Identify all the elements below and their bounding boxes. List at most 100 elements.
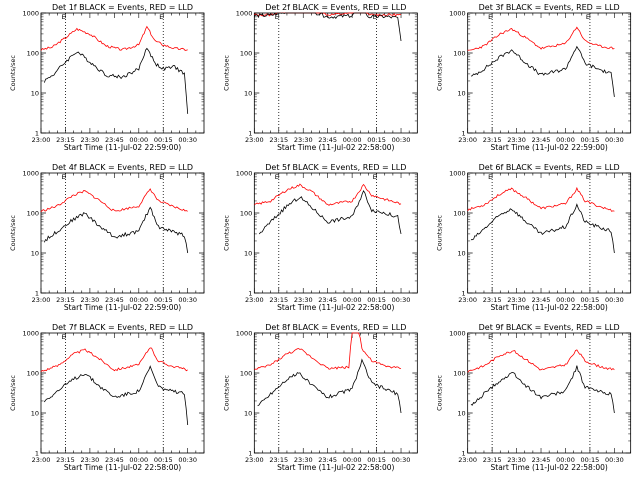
x-tick-label: 00:30 (392, 456, 411, 464)
x-tick-label: 00:30 (605, 456, 624, 464)
x-tick-label: 00:30 (392, 296, 411, 304)
y-tick-label: 10 (457, 250, 465, 258)
x-axis-label: Start Time (11-Jul-02 22:59:00) (64, 303, 181, 312)
x-tick-label: 00:15 (367, 456, 386, 464)
y-axis-label: Counts/sec (9, 375, 17, 411)
x-tick-label: 23:00 (245, 136, 264, 144)
x-tick-label: 23:00 (458, 296, 477, 304)
y-axis-label: Counts/sec (436, 375, 444, 411)
y-tick-label: 100 (27, 370, 39, 378)
events-black-series-line (43, 206, 189, 254)
marker-label: E (275, 333, 279, 341)
y-tick-label: 100 (27, 50, 39, 58)
events-black-series-line (257, 358, 402, 414)
y-tick-label: 1000 (449, 330, 466, 338)
x-axis-label: Start Time (11-Jul-02 22:58:00) (277, 463, 394, 472)
events-black-series-line (470, 203, 615, 254)
x-tick-label: 23:00 (32, 456, 51, 464)
x-tick-label: 23:30 (294, 456, 313, 464)
x-tick-label: 23:00 (245, 296, 264, 304)
x-axis-label: Start Time (11-Jul-02 22:58:00) (490, 463, 607, 472)
lld-red-series-line (40, 188, 188, 213)
y-tick-label: 100 (27, 210, 39, 218)
x-tick-label: 00:15 (367, 136, 386, 144)
panel-4: Det 4f BLACK = Events, RED = LLD 1 10 100 10… (9, 163, 205, 312)
y-tick-label: 10 (31, 250, 39, 258)
y-tick-label: 1000 (236, 10, 253, 18)
y-tick-label: 10 (244, 90, 252, 98)
events-black-series-line (470, 45, 615, 97)
panel-title: Det 5f BLACK = Events, RED = LLD (265, 163, 406, 172)
y-tick-label: 1 (462, 450, 466, 458)
x-tick-label: 23:15 (269, 136, 288, 144)
y-tick-label: 1 (35, 130, 39, 138)
x-tick-label: 23:45 (105, 296, 124, 304)
x-tick-label: 23:45 (318, 456, 337, 464)
x-tick-label: 00:00 (556, 296, 575, 304)
y-tick-label: 1000 (22, 330, 39, 338)
panel-title: Det 2f BLACK = Events, RED = LLD (265, 3, 406, 12)
x-tick-label: 00:00 (343, 296, 362, 304)
lld-red-series-line (254, 332, 402, 370)
x-tick-label: 00:00 (556, 136, 575, 144)
x-axis-label: Start Time (11-Jul-02 22:59:00) (64, 143, 181, 152)
x-tick-label: 23:45 (105, 136, 124, 144)
x-tick-label: 23:45 (105, 456, 124, 464)
events-black-series-line (258, 189, 402, 235)
lld-red-series-line (467, 26, 615, 51)
x-tick-label: 00:15 (154, 136, 173, 144)
x-tick-label: 23:30 (294, 136, 313, 144)
x-tick-label: 00:00 (343, 136, 362, 144)
x-tick-label: 00:00 (129, 296, 148, 304)
x-tick-label: 00:30 (178, 136, 197, 144)
lld-red-series-line (254, 183, 402, 206)
y-tick-label: 1 (248, 290, 252, 298)
panel-8: Det 8f BLACK = Events, RED = LLD 1 10 100 10… (222, 323, 418, 472)
panel-7: Det 7f BLACK = Events, RED = LLD 1 10 100 10… (9, 323, 205, 472)
events-black-series-line (470, 365, 615, 414)
y-tick-label: 1 (462, 130, 466, 138)
panel-title: Det 3f BLACK = Events, RED = LLD (479, 3, 620, 12)
marker-label: E (586, 13, 590, 21)
marker-label: E (275, 173, 279, 181)
x-tick-label: 23:00 (458, 456, 477, 464)
y-tick-label: 1 (35, 450, 39, 458)
y-axis-label: Counts/sec (436, 55, 444, 91)
lld-red-series-line (40, 347, 188, 373)
x-tick-label: 23:30 (294, 296, 313, 304)
x-axis-label: Start Time (11-Jul-02 22:58:00) (277, 303, 394, 312)
y-axis-label: Counts/sec (9, 55, 17, 91)
marker-label: E (488, 173, 492, 181)
marker-label: E (159, 173, 163, 181)
panel-1: Det 1f BLACK = Events, RED = LLD 1 10 100 10… (9, 3, 205, 152)
panel-3: Det 3f BLACK = Events, RED = LLD 1 10 100 10… (436, 3, 632, 152)
lld-red-series-line (467, 186, 615, 212)
x-tick-label: 23:00 (245, 456, 264, 464)
marker-label: E (61, 333, 65, 341)
marker-label: E (488, 333, 492, 341)
marker-label: E (586, 173, 590, 181)
y-tick-label: 1000 (22, 10, 39, 18)
x-tick-label: 23:45 (318, 136, 337, 144)
x-axis-label: Start Time (11-Jul-02 22:58:00) (64, 463, 181, 472)
x-tick-label: 23:30 (507, 296, 526, 304)
panel-title: Det 1f BLACK = Events, RED = LLD (52, 3, 193, 12)
x-tick-label: 23:15 (483, 456, 502, 464)
x-tick-label: 00:15 (154, 456, 173, 464)
x-tick-label: 23:45 (532, 296, 551, 304)
marker-label: E (373, 333, 377, 341)
x-tick-label: 23:15 (56, 296, 75, 304)
y-tick-label: 100 (453, 210, 465, 218)
x-tick-label: 00:00 (129, 456, 148, 464)
x-axis-label: Start Time (11-Jul-02 22:58:00) (490, 303, 607, 312)
x-tick-label: 00:30 (605, 136, 624, 144)
events-black-series-line (43, 47, 189, 114)
x-tick-label: 00:00 (129, 136, 148, 144)
y-tick-label: 1000 (236, 330, 253, 338)
y-tick-label: 100 (453, 370, 465, 378)
y-axis-label: Counts/sec (222, 375, 230, 411)
x-tick-label: 00:00 (556, 456, 575, 464)
x-tick-label: 00:15 (581, 296, 600, 304)
x-tick-label: 23:45 (532, 456, 551, 464)
